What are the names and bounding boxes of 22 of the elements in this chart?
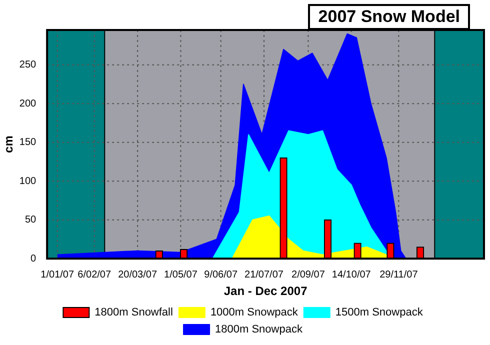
x-tick-label: 9/06/07 — [204, 269, 238, 280]
x-tick-label: 2/09/07 — [292, 269, 326, 280]
y-axis-title: cm — [2, 136, 16, 153]
y-tick-label: 100 — [19, 176, 37, 187]
x-tick-label: 1/01/07 — [40, 269, 74, 280]
legend-label: 1000m Snowpack — [210, 306, 298, 319]
x-tick-label: 1/05/07 — [164, 269, 198, 280]
legend-label: 1500m Snowpack — [335, 306, 424, 319]
legend-label: 1800m Snowpack — [215, 324, 303, 336]
legend-label: 1800m Snowfall — [94, 306, 173, 319]
y-tick-label: 50 — [24, 214, 37, 226]
x-axis-title: Jan - Dec 2007 — [224, 284, 308, 298]
x-tick-label: 20/03/07 — [118, 269, 158, 280]
y-tick-label: 150 — [19, 137, 37, 148]
y-tick-label: 0 — [30, 253, 37, 264]
x-tick-label: 6/02/07 — [78, 269, 112, 280]
chart-title: 2007 Snow Model — [308, 4, 470, 30]
x-tick-label: 29/11/07 — [380, 269, 418, 280]
y-tick-label: 250 — [19, 60, 37, 71]
x-tick-label: 21/07/07 — [244, 269, 284, 280]
y-tick-label: 200 — [19, 98, 37, 110]
x-tick-label: 14/10/07 — [332, 269, 372, 280]
